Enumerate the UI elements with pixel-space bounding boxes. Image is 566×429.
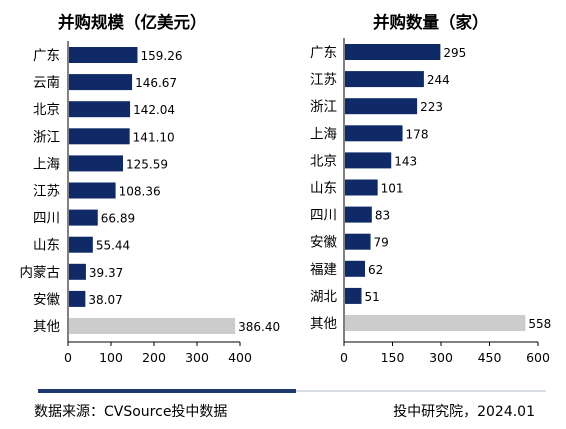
bar: [69, 263, 86, 280]
bar: [69, 155, 124, 172]
value-label: 62: [368, 263, 383, 277]
value-label: 146.67: [135, 76, 177, 90]
value-label: 143: [394, 154, 417, 168]
category-label: 广东: [310, 45, 337, 61]
category-label: 江苏: [310, 72, 337, 88]
bar: [69, 236, 93, 253]
category-label: 福建: [310, 262, 337, 278]
category-label: 安徽: [310, 235, 337, 251]
x-tick-label: 0: [64, 350, 72, 365]
x-tick-label: 600: [526, 350, 550, 365]
footer-org: 投中研究院，2024.01: [393, 404, 535, 420]
bar: [69, 290, 86, 307]
category-label: 云南: [33, 75, 60, 91]
footer-divider-line: [296, 390, 546, 392]
bar: [69, 101, 131, 118]
category-label: 山东: [33, 238, 60, 254]
category-label: 上海: [33, 156, 60, 172]
value-label: 108.36: [119, 185, 161, 199]
category-label: 北京: [310, 153, 337, 169]
value-label: 142.04: [133, 103, 175, 117]
bar: [345, 71, 424, 88]
bar: [345, 315, 526, 331]
value-label: 39.37: [89, 266, 123, 280]
x-tick-label: 300: [429, 350, 453, 365]
value-label: 141.10: [133, 130, 175, 144]
value-label: 159.26: [140, 49, 182, 63]
value-label: 55.44: [96, 239, 130, 253]
category-label: 四川: [33, 211, 60, 227]
value-label: 51: [364, 290, 379, 304]
x-tick-label: 200: [142, 350, 166, 365]
footer-divider-accent: [38, 389, 296, 393]
value-label: 223: [420, 100, 443, 114]
bar: [345, 98, 418, 115]
x-tick-label: 150: [381, 350, 405, 365]
x-tick-label: 450: [478, 350, 502, 365]
value-label: 66.89: [101, 212, 135, 226]
bar: [69, 182, 116, 199]
bar: [69, 209, 98, 226]
category-label: 四川: [310, 208, 337, 224]
category-label: 其他: [33, 319, 60, 335]
category-label: 上海: [310, 126, 337, 142]
category-label: 江苏: [33, 184, 60, 200]
bar: [69, 318, 236, 334]
bar: [345, 44, 441, 60]
category-label: 安徽: [33, 292, 60, 308]
value-label: 101: [381, 182, 404, 196]
bar: [345, 152, 392, 169]
bar-chart-plot: 广东 295 江苏 244 浙江 223 上海 178 北京 143 山东 101 四川 83 安徽 79 福建…: [310, 38, 551, 365]
bar: [69, 47, 138, 63]
bar: [69, 74, 133, 91]
value-label: 386.40: [238, 320, 280, 334]
value-label: 244: [427, 73, 450, 87]
value-label: 83: [375, 209, 390, 223]
bar: [345, 260, 366, 277]
category-label: 北京: [33, 102, 60, 118]
category-label: 浙江: [33, 129, 60, 145]
x-tick-label: 0: [340, 350, 348, 365]
bar: [345, 233, 371, 250]
chart-deal-size: 并购规模（亿美元） 广东 159.26 云南 146.67 北京 142.04 浙江 141.…: [0, 0, 281, 376]
category-label: 广东: [33, 48, 60, 64]
bar: [345, 287, 362, 304]
chart-title: 并购数量（家）: [373, 13, 489, 32]
x-tick-label: 400: [228, 350, 252, 365]
bar: [345, 206, 372, 223]
value-label: 295: [443, 46, 466, 60]
chart-title: 并购规模（亿美元）: [58, 13, 207, 32]
x-tick-label: 300: [185, 350, 209, 365]
bar-chart-plot: 广东 159.26 云南 146.67 北京 142.04 浙江 141.10 上海 125.59…: [20, 41, 280, 365]
category-label: 浙江: [310, 99, 337, 115]
category-label: 其他: [310, 316, 337, 332]
value-label: 178: [406, 127, 429, 141]
value-label: 558: [528, 317, 551, 331]
value-label: 125.59: [126, 157, 168, 171]
category-label: 内蒙古: [20, 265, 61, 281]
bar: [345, 125, 403, 142]
bar: [69, 128, 130, 145]
x-tick-label: 100: [99, 350, 123, 365]
value-label: 38.07: [88, 293, 122, 307]
category-label: 山东: [310, 181, 337, 197]
chart-deal-count: 并购数量（家） 广东 295 江苏 244 浙江 223 上海 178 北京 143 山东 101 四川…: [285, 0, 566, 376]
category-label: 湖北: [310, 289, 337, 305]
bar: [345, 179, 378, 196]
footer-source: 数据来源：CVSource投中数据: [34, 404, 228, 420]
footer-divider: [38, 389, 546, 393]
value-label: 79: [374, 236, 389, 250]
